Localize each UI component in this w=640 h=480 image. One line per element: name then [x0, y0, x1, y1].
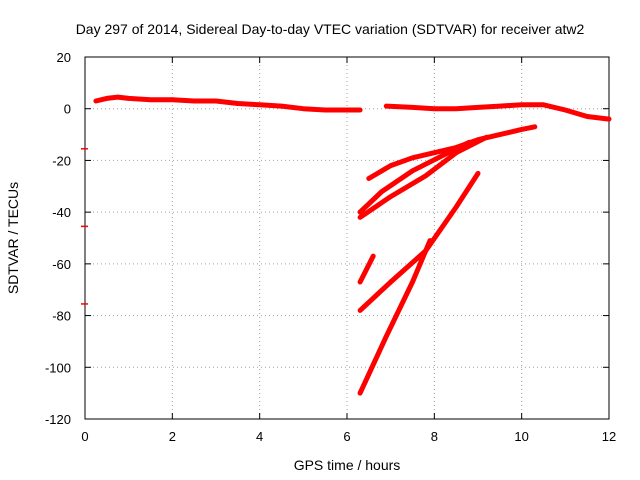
x-tick-label: 4: [256, 429, 263, 444]
series-trace: [93, 94, 363, 113]
y-tick-label: 0: [64, 102, 71, 117]
data-marks: [81, 94, 612, 396]
series-trace: [357, 134, 490, 220]
x-tick-label: 6: [343, 429, 350, 444]
y-tick-label: -40: [52, 205, 71, 220]
chart-title: Day 297 of 2014, Sidereal Day-to-day VTE…: [76, 21, 585, 37]
series-trace: [357, 253, 376, 285]
series-trace: [357, 139, 472, 215]
axis-ticks: 0 2 4 6 8 10 12 -120 -100 -80 -60 -40 -20 0 20: [45, 50, 616, 444]
x-tick-label: 2: [169, 429, 176, 444]
x-tick-label: 12: [602, 429, 616, 444]
x-tick-label: 0: [81, 429, 88, 444]
series-trace: [383, 102, 612, 122]
y-tick-label: 20: [57, 50, 71, 65]
series-trace: [357, 238, 433, 396]
y-tick-label: -60: [52, 257, 71, 272]
x-tick-label: 10: [514, 429, 528, 444]
y-tick-label: -80: [52, 309, 71, 324]
x-tick-label: 8: [431, 429, 438, 444]
y-tick-label: -20: [52, 153, 71, 168]
y-tick-label: -100: [45, 360, 71, 375]
y-axis-label: SDTVAR / TECUs: [5, 182, 21, 294]
chart-grid: [85, 57, 609, 419]
y-tick-label: -120: [45, 412, 71, 427]
x-axis-label: GPS time / hours: [294, 457, 401, 473]
